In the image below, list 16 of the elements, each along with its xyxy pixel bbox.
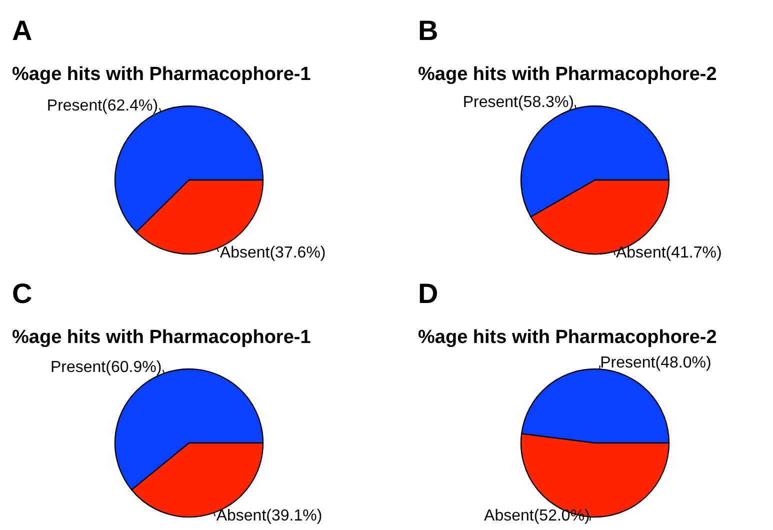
chart-title: %age hits with Pharmacophore-2 <box>418 64 717 85</box>
slice-label: Present(58.3%) <box>462 94 574 111</box>
slice-label: Absent(37.6%) <box>220 244 326 262</box>
slice-label: Absent(39.1%) <box>216 508 322 525</box>
text: B <box>418 15 438 46</box>
chart-title: %age hits with Pharmacophore-1 <box>12 64 312 85</box>
slice-label: Present(62.4%) <box>46 97 158 114</box>
text: C <box>12 278 32 309</box>
text: D <box>418 278 438 309</box>
chart-title: %age hits with Pharmacophore-1 <box>12 327 312 348</box>
slice-label: Present(48.0%) <box>600 354 712 372</box>
chart-title: %age hits with Pharmacophore-2 <box>418 327 717 348</box>
slice-label: Absent(52.0%) <box>484 508 590 525</box>
slice-label: Absent(41.7%) <box>616 244 722 262</box>
slice-label: Present(60.9%) <box>50 358 162 376</box>
text: A <box>12 15 32 46</box>
